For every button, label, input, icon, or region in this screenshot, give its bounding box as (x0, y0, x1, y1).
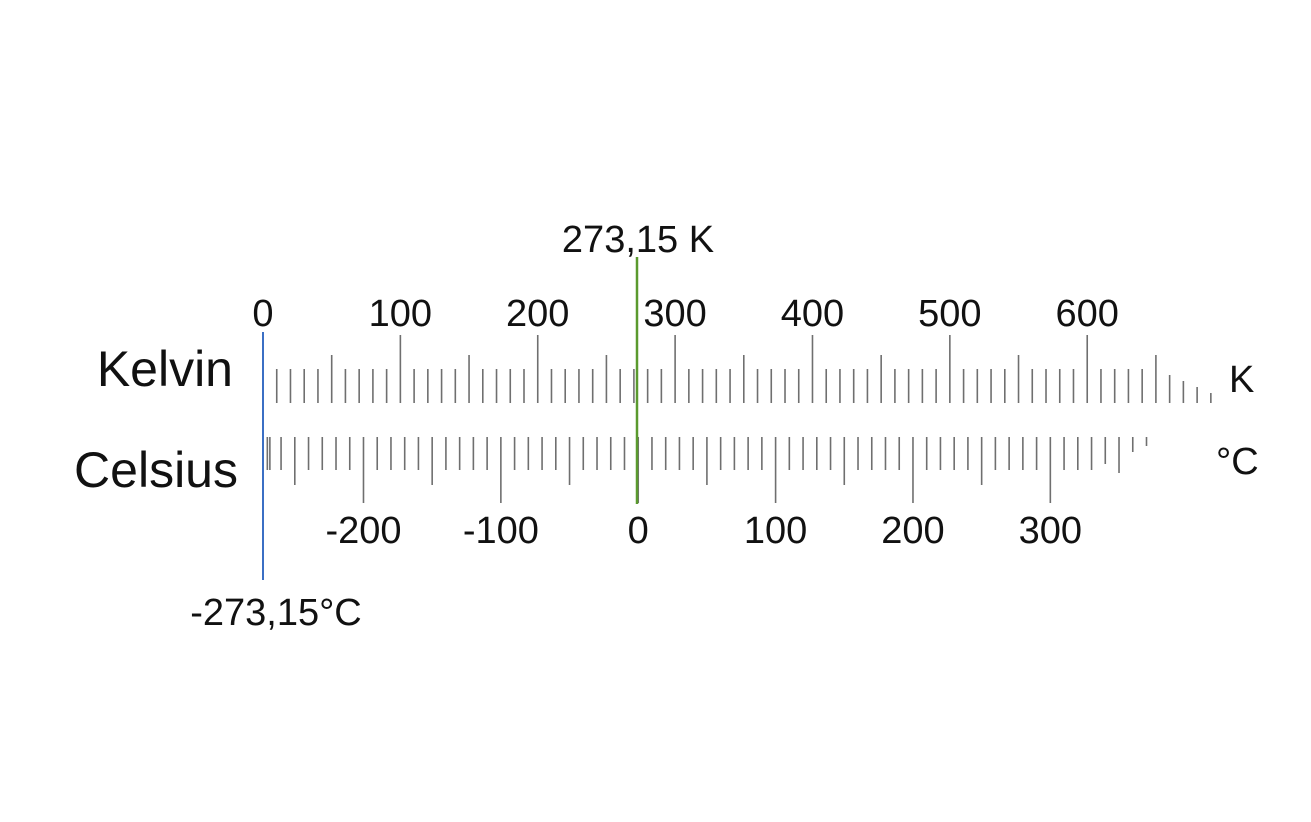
kelvin-tick-label: 0 (252, 293, 273, 335)
kelvin-tick-labels: 0 100 200 300 400 500 600 (252, 293, 1118, 335)
kelvin-tick-label: 400 (781, 293, 844, 335)
kelvin-scale-name: Kelvin (97, 341, 233, 397)
celsius-tick-label: 0 (628, 510, 649, 552)
kelvin-tick-label: 300 (643, 293, 706, 335)
celsius-scale-name: Celsius (74, 442, 238, 498)
celsius-tick-label: -100 (463, 510, 539, 552)
celsius-tick-label: 200 (881, 510, 944, 552)
kelvin-tick-marks (275, 335, 1212, 403)
kelvin-tick-label: 500 (918, 293, 981, 335)
celsius-tick-labels: -200 -100 0 100 200 300 (325, 510, 1082, 552)
kelvin-tick-label: 600 (1056, 293, 1119, 335)
freezing-point-label: 273,15 K (562, 219, 714, 261)
kelvin-tick-label: 100 (369, 293, 432, 335)
celsius-tick-label: 300 (1019, 510, 1082, 552)
celsius-tick-label: -200 (325, 510, 401, 552)
celsius-tick-label: 100 (744, 510, 807, 552)
kelvin-tick-label: 200 (506, 293, 569, 335)
kelvin-unit-label: K (1229, 359, 1254, 401)
celsius-unit-label: °C (1216, 441, 1259, 483)
absolute-zero-label: -273,15°C (190, 592, 362, 634)
celsius-tick-marks (266, 437, 1148, 503)
